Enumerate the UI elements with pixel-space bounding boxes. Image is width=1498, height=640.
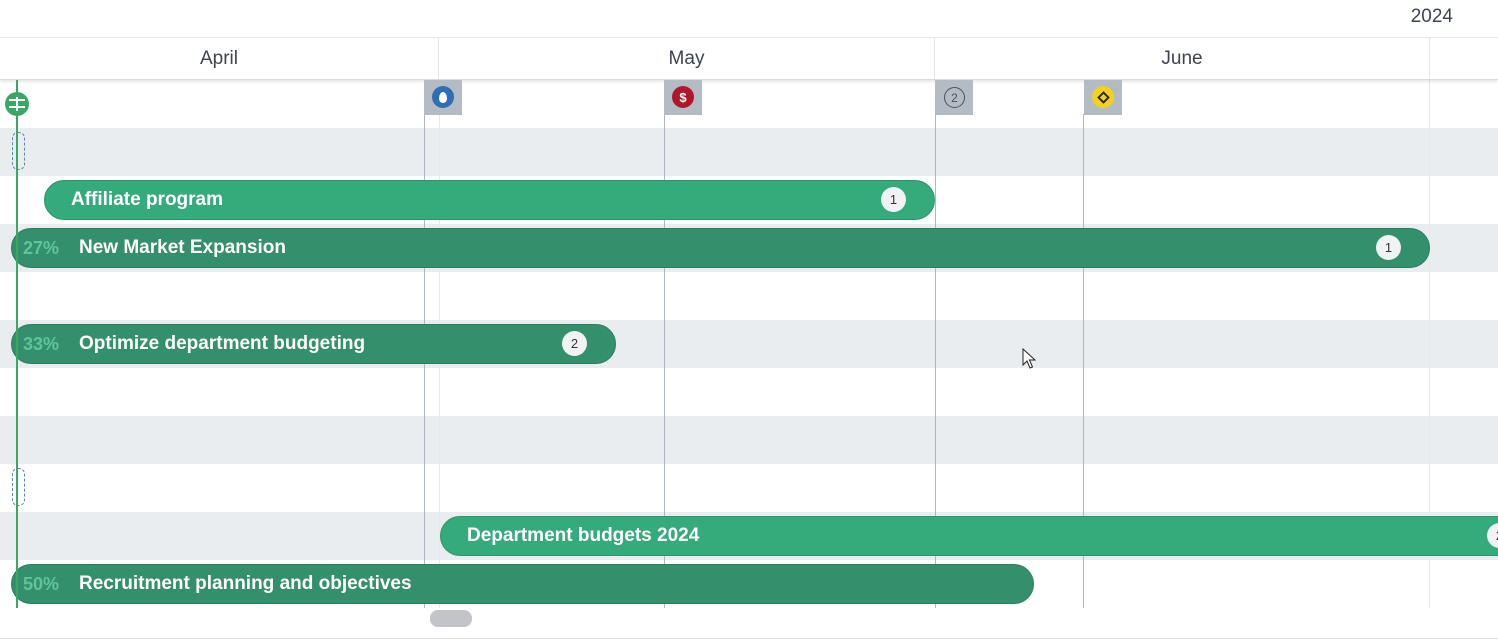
bar-count-badge: 2 [1487,523,1498,548]
bar-label: Recruitment planning and objectives [79,573,412,594]
mouse-cursor-icon [1022,348,1036,369]
month-grid-line [1429,80,1430,608]
milestone-line [664,114,665,608]
bar-department-budgets-2024[interactable]: Department budgets 2024 2 [440,516,1498,556]
bar-new-market-expansion[interactable]: 27% New Market Expansion 1 [11,228,1430,268]
bar-optimize-department-budgeting[interactable]: 33% Optimize department budgeting 2 [11,324,616,364]
diamond-icon [1092,86,1114,108]
bar-progress: 27% [23,237,60,258]
bar-recruitment-planning[interactable]: 50% Recruitment planning and objectives [11,564,1034,604]
milestone-two[interactable]: 2 [935,80,973,115]
water-drop-icon [432,86,454,108]
month-may: May [439,38,935,79]
header-divider [0,37,1498,38]
empty-slot-placeholder[interactable] [12,468,25,506]
today-marker-icon[interactable] [5,92,29,116]
month-header: April May June [0,38,1498,80]
dollar-icon: $ [672,86,694,108]
milestone-water[interactable] [424,80,462,115]
bar-count-badge: 1 [1376,235,1401,260]
number-two-icon: 2 [944,87,965,108]
bar-progress: 50% [23,573,60,594]
bar-progress: 33% [23,333,60,354]
month-june: June [935,38,1430,79]
bar-label: Department budgets 2024 [467,525,700,546]
milestone-line [1083,114,1084,608]
empty-slot-placeholder[interactable] [12,132,25,170]
row-stripe [0,128,1498,176]
bar-label: Affiliate program [71,189,224,210]
bar-count-badge: 2 [562,331,587,356]
today-line [16,80,18,608]
bar-label: New Market Expansion [79,237,286,258]
milestone-dollar[interactable]: $ [664,80,702,115]
bar-affiliate-program[interactable]: Affiliate program 1 [44,180,935,220]
milestone-diamond[interactable] [1084,80,1122,115]
month-april: April [0,38,439,79]
row-stripe [0,416,1498,464]
horizontal-scrollbar-thumb[interactable] [430,610,472,627]
bottom-divider [0,638,1498,639]
year-label: 2024 [1410,6,1453,27]
milestone-line [935,114,936,608]
bar-label: Optimize department budgeting [79,333,366,354]
bar-count-badge: 1 [881,187,906,212]
